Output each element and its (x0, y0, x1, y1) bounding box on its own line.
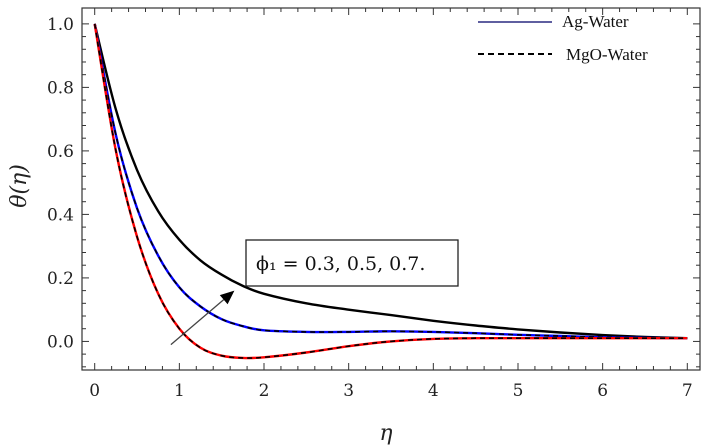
legend: Ag-Water MgO-Water (478, 12, 648, 64)
x-tick-label: 4 (428, 381, 439, 401)
annotation-box (245, 239, 459, 287)
annotation: ϕ₁ = 0.3, 0.5, 0.7. (170, 239, 459, 346)
ticks (82, 8, 700, 370)
annotation-arrowhead (219, 290, 235, 305)
legend-ag-water: Ag-Water (562, 12, 629, 31)
series-1-mgo-water-line (93, 23, 688, 339)
x-axis-title: η (379, 421, 392, 446)
x-tick-label: 5 (513, 381, 524, 401)
x-tick-label: 6 (597, 381, 608, 401)
series-3-mgo-water-line (93, 23, 688, 359)
y-axis-title: θ(η) (7, 164, 32, 208)
y-tick-label: 1.0 (47, 15, 74, 35)
y-tick-label: 0.8 (47, 78, 74, 98)
x-tick-label: 1 (174, 381, 185, 401)
plot-frame (81, 7, 701, 371)
x-tick-label: 7 (682, 381, 693, 401)
curves (93, 23, 688, 360)
x-tick-label: 3 (343, 381, 354, 401)
x-tick-label: 0 (89, 381, 100, 401)
series-2-mgo-water-line (93, 23, 688, 339)
annotation-arrow (170, 299, 225, 346)
y-tick-label: 0.4 (47, 205, 74, 225)
y-tick-label: 0.2 (47, 269, 74, 289)
annotation-label: ϕ₁ = 0.3, 0.5, 0.7. (256, 253, 425, 275)
legend-mgo-water: MgO-Water (566, 45, 648, 64)
tick-labels: 0 1 2 3 4 5 6 7 0.0 0.2 0.4 0.6 0.8 1.0 (47, 15, 693, 401)
y-tick-label: 0.6 (47, 142, 74, 162)
x-tick-label: 2 (259, 381, 270, 401)
y-tick-label: 0.0 (47, 332, 74, 352)
